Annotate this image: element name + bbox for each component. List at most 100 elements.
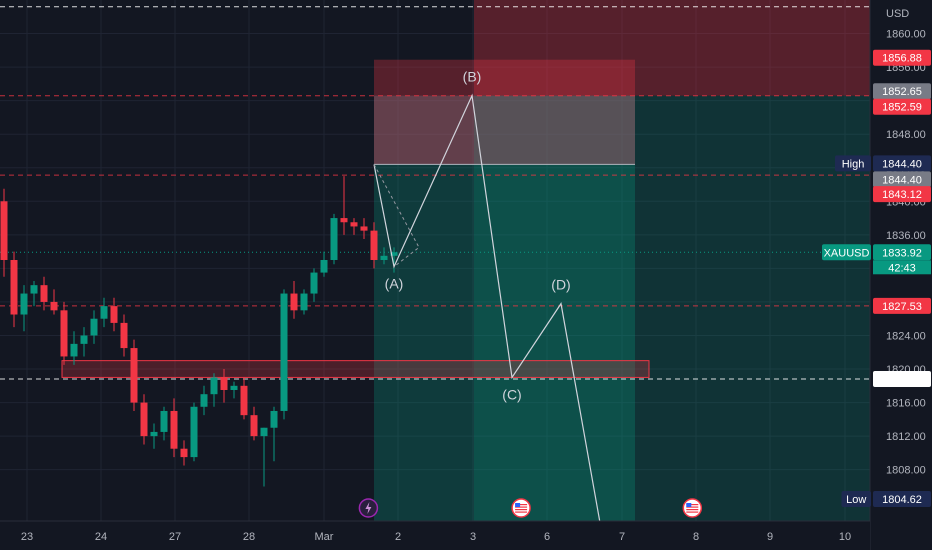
candle xyxy=(380,247,388,265)
event-markers[interactable] xyxy=(358,498,703,518)
candle xyxy=(130,339,138,411)
time-tick-label: 7 xyxy=(619,531,625,543)
candle xyxy=(260,427,268,487)
candle-body xyxy=(270,410,278,428)
price-tag-label: 1843.12 xyxy=(882,189,922,201)
candle-body xyxy=(390,252,398,256)
tag-high: 1844.40 High xyxy=(835,155,931,172)
candle-body xyxy=(130,348,138,403)
tag-1844-40: 1844.40 xyxy=(873,171,931,188)
candle-body xyxy=(180,448,188,458)
time-tick-label: 8 xyxy=(693,531,699,543)
candle xyxy=(110,297,118,332)
candle xyxy=(300,289,308,315)
candle-body xyxy=(380,255,388,260)
wave-path xyxy=(373,93,605,546)
candle xyxy=(60,301,68,365)
countdown-label: 42:43 xyxy=(888,262,916,274)
time-tick-label: 28 xyxy=(243,531,255,543)
candle xyxy=(240,377,248,420)
grid-lines xyxy=(0,0,870,521)
price-tag-label: 1844.40 xyxy=(882,158,922,170)
time-tick-label: 3 xyxy=(470,531,476,543)
tag-last: 1833.92 XAUUSD 42:43 xyxy=(822,244,931,275)
candle-body xyxy=(190,406,198,458)
flag-stripe xyxy=(686,509,699,511)
price-tag-side-label: Low xyxy=(846,494,866,506)
price-tag-label: 1852.65 xyxy=(882,86,922,98)
candle-body xyxy=(200,394,208,407)
target-zone-2 xyxy=(474,95,884,546)
us-flag-event-icon[interactable] xyxy=(682,498,703,518)
flag-stripe xyxy=(686,511,699,513)
candle-body xyxy=(300,293,308,311)
price-axis[interactable]: USD 1860.001856.001852.001848.001844.001… xyxy=(869,0,932,550)
candle xyxy=(310,268,318,302)
time-axis[interactable]: 23 24 27 28 Mar 2 3 6 7 8 9 10 xyxy=(0,520,870,550)
candle-body xyxy=(120,322,128,349)
price-tag-side-label: High xyxy=(842,158,865,170)
candle-body xyxy=(110,306,118,323)
candle-body xyxy=(170,410,178,449)
candle xyxy=(360,218,368,240)
flag-stripe xyxy=(515,506,528,508)
candle xyxy=(250,406,258,441)
time-tick-label: 10 xyxy=(839,531,851,543)
time-axis-background xyxy=(0,521,870,550)
candle-body xyxy=(360,226,368,231)
price-tag-box xyxy=(873,83,931,100)
flag-stripe xyxy=(515,509,528,511)
candle xyxy=(320,251,328,277)
candle xyxy=(170,398,178,458)
candle-body xyxy=(320,260,328,273)
price-tag-box xyxy=(873,371,931,388)
us-flag-event-icon[interactable] xyxy=(511,498,531,518)
candle xyxy=(50,289,58,315)
price-tick-label: 1824.00 xyxy=(886,330,926,342)
candle xyxy=(180,440,188,466)
price-tag-box xyxy=(873,171,931,188)
price-tag-box xyxy=(873,155,931,172)
candle-body xyxy=(370,230,378,260)
target-zone-1 xyxy=(374,164,635,546)
price-tag-box xyxy=(873,49,931,66)
price-tag-label: 1818.81 xyxy=(882,374,922,386)
candle xyxy=(80,327,88,357)
price-tick-label: 1816.00 xyxy=(886,398,926,410)
flag-stripe xyxy=(686,504,699,506)
candle xyxy=(140,394,148,445)
countdown-box xyxy=(873,260,931,275)
flag-event-circle xyxy=(682,498,703,518)
candle-body xyxy=(280,293,288,411)
price-tag-side-box xyxy=(835,155,871,172)
price-tag-box xyxy=(873,244,931,261)
price-tag-label: 1844.40 xyxy=(882,174,922,186)
candle-body xyxy=(310,272,318,294)
flag-stripe xyxy=(686,506,699,508)
price-tag-box xyxy=(873,491,931,508)
candle-body xyxy=(140,402,148,437)
candle xyxy=(160,406,168,441)
flash-event-icon[interactable] xyxy=(358,498,379,518)
time-tick-label: 27 xyxy=(169,531,181,543)
candle xyxy=(0,188,8,277)
price-tag-side-box xyxy=(841,491,871,508)
candle-body xyxy=(40,285,48,302)
stop-zone-1 xyxy=(374,59,635,165)
wave-projection: (A) (B) (C) (D) xyxy=(373,69,605,546)
candle-body xyxy=(240,385,248,416)
wave-label: (A) xyxy=(385,276,404,292)
candle xyxy=(390,247,398,273)
price-tick-label: 1848.00 xyxy=(886,129,926,141)
candle xyxy=(210,373,218,407)
candle xyxy=(290,280,298,319)
price-tag-box xyxy=(873,297,931,314)
candle xyxy=(150,423,158,449)
lightning-glyph xyxy=(365,502,372,514)
candle xyxy=(280,289,288,420)
price-tag-box xyxy=(873,186,931,203)
wave-dashed-leg xyxy=(373,164,420,268)
time-tick-label: Mar xyxy=(315,531,334,543)
candle xyxy=(30,280,38,307)
